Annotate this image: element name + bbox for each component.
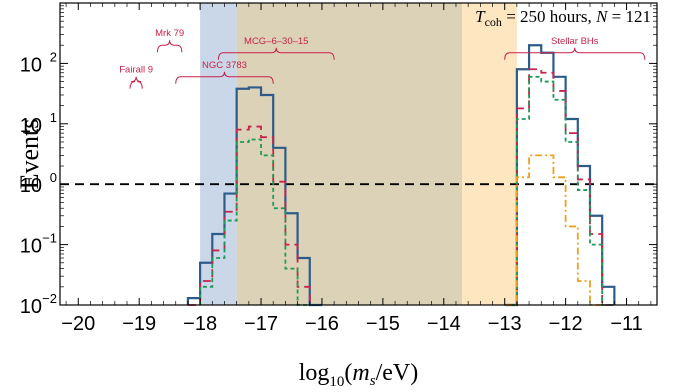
x-tick-label-7: −13 (488, 313, 522, 335)
x-tick-label-8: −12 (549, 313, 583, 335)
source-brace-4 (504, 47, 646, 60)
histogram-series-group (186, 44, 616, 307)
x-tick-label-6: −14 (427, 313, 461, 335)
y-tick-label-0: 10 (20, 296, 42, 318)
series-0-segment-1 (504, 44, 616, 307)
annotation-t-sub: coh (485, 15, 502, 29)
source-label-0: Fairall 9 (119, 65, 153, 76)
shaded-region-0 (200, 3, 237, 305)
x-tick-label-2: −18 (183, 313, 217, 335)
source-label-4: Stellar BHs (551, 36, 599, 47)
x-ticks-group: −20 −19 −18 −17 −16 −15 −14 −13 −12 −11 (61, 3, 652, 335)
xlabel-s: s (370, 373, 376, 389)
x-axis-label: log10(ms/eV) (299, 360, 419, 390)
annotation-t: T (475, 7, 486, 26)
y-tick-label-3: 10 (20, 115, 42, 137)
series-2-segment-1 (504, 75, 615, 306)
x-tick-label-3: −17 (244, 313, 278, 335)
source-labels-group: Fairall 9 Mrk 79 NGC 3783 MCG–6–30–15 Stella… (119, 28, 646, 89)
series-2-segment-0 (199, 138, 310, 306)
source-label-1: Mrk 79 (155, 28, 184, 39)
y-tick-exp-0: −2 (42, 291, 57, 306)
y-tick-exp-1: −1 (42, 231, 57, 246)
x-tick-label-1: −19 (122, 313, 156, 335)
y-tick-exp-2: 0 (50, 170, 57, 185)
y-tick-label-1: 10 (20, 236, 42, 258)
x-tick-label-0: −20 (61, 313, 95, 335)
source-brace-1 (156, 40, 183, 53)
series-1-segment-0 (187, 125, 311, 306)
xlabel-rest: /eV) (376, 360, 419, 386)
y-tick-label-4: 10 (20, 54, 42, 76)
annotation-n-val: = 121 (607, 7, 651, 26)
x-tick-label-5: −15 (366, 313, 400, 335)
source-brace-0 (129, 76, 143, 89)
x-tick-label-9: −11 (610, 313, 642, 335)
source-brace-2 (175, 71, 274, 84)
series-0-segment-0 (186, 86, 322, 307)
series-1-segment-1 (504, 68, 615, 306)
shaded-region-2 (462, 3, 517, 305)
y-tick-exp-4: 2 (50, 49, 57, 64)
xlabel-sub10: 10 (329, 374, 344, 390)
y-tick-label-2: 10 (20, 175, 42, 197)
xlabel-lp: ( (344, 360, 352, 386)
series-3-segment-0 (504, 154, 603, 306)
source-brace-3 (217, 47, 335, 60)
source-label-2: NGC 3783 (202, 60, 247, 71)
annotation-mid: = 250 hours, (502, 7, 596, 26)
shaded-region-1 (236, 3, 463, 305)
y-axis-label: Events (15, 119, 44, 190)
y-tick-exp-3: 1 (50, 110, 57, 125)
annotation-text: Tcoh = 250 hours, N = 121 (475, 7, 651, 29)
x-tick-label-4: −16 (305, 313, 339, 335)
annotation-n: N (595, 7, 609, 26)
shaded-regions (200, 3, 517, 305)
source-label-3: MCG–6–30–15 (244, 36, 308, 47)
xlabel-log: log (299, 360, 330, 386)
xlabel-m: m (352, 360, 369, 386)
